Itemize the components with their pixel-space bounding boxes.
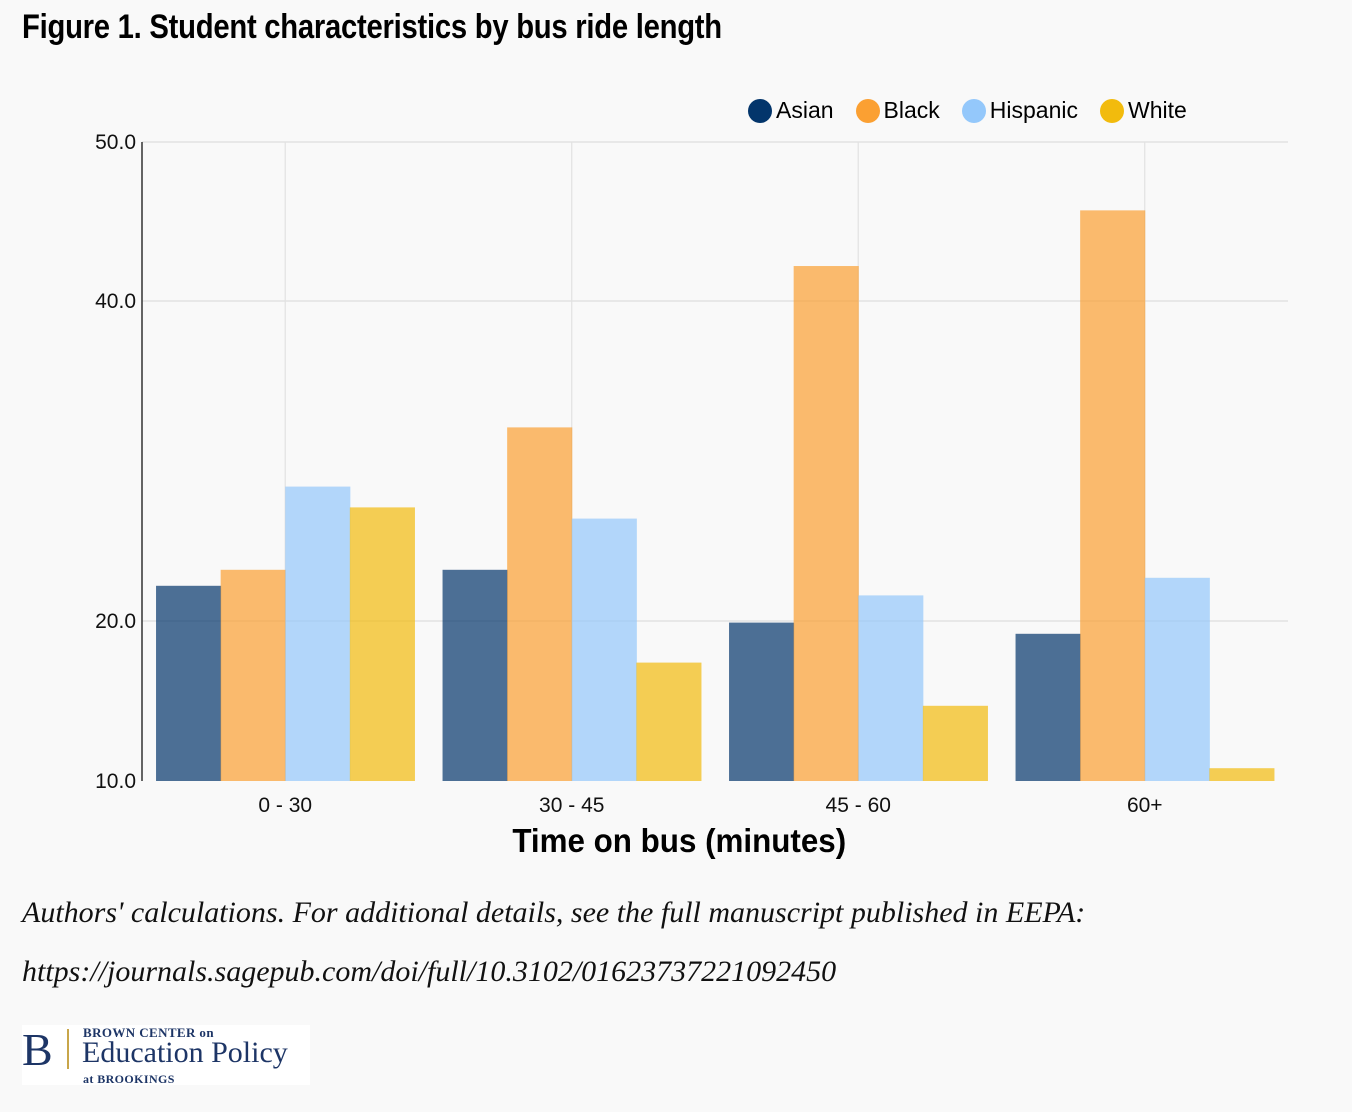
legend-label-white: White (1128, 97, 1187, 123)
legend-item-white[interactable]: White (1100, 97, 1187, 124)
bar-black-0 (220, 569, 286, 781)
bar-white-2 (922, 705, 988, 781)
bar-black-2 (793, 266, 859, 781)
y-tick-label: 40.0 (95, 290, 136, 313)
bar-asian-2 (729, 622, 795, 781)
chart-title: Figure 1. Student characteristics by bus… (22, 8, 722, 46)
bar-hispanic-3 (1144, 577, 1210, 781)
bar-hispanic-1 (571, 518, 637, 781)
bar-asian-3 (1015, 633, 1081, 781)
legend-item-black[interactable]: Black (855, 97, 940, 124)
logo-letter: B (22, 1024, 53, 1075)
brookings-logo: B BROWN CENTER on Education Policy at BR… (22, 1024, 310, 1086)
bar-hispanic-0 (285, 486, 351, 781)
legend-label-hispanic: Hispanic (989, 97, 1079, 123)
bar-white-3 (1209, 768, 1275, 781)
logo-bottom-text: at BROOKINGS (83, 1072, 175, 1086)
legend-item-hispanic[interactable]: Hispanic (961, 97, 1079, 124)
bar-white-0 (349, 507, 415, 781)
y-tick-label: 20.0 (95, 610, 136, 633)
legend-swatch-black (855, 98, 880, 123)
bar-asian-0 (156, 585, 222, 781)
bar-black-1 (507, 427, 573, 781)
logo-divider (67, 1029, 69, 1069)
logo-top-text: BROWN CENTER on (83, 1025, 214, 1040)
source-url[interactable]: https://journals.sagepub.com/doi/full/10… (22, 955, 837, 988)
x-axis-label: Time on bus (minutes) (512, 822, 847, 859)
x-tick-label: 60+ (1127, 794, 1163, 817)
bar-white-1 (636, 662, 702, 781)
legend-item-asian[interactable]: Asian (748, 97, 834, 124)
legend-swatch-hispanic (961, 98, 986, 123)
legend-label-black: Black (883, 97, 940, 123)
bar-hispanic-2 (858, 595, 924, 781)
source-note: Authors' calculations. For additional de… (22, 896, 1086, 929)
legend-label-asian: Asian (776, 97, 834, 123)
y-tick-label: 10.0 (95, 770, 136, 793)
logo-main-text: Education Policy (82, 1036, 288, 1069)
legend-swatch-asian (748, 98, 772, 123)
bar-chart: 10.0 20.0 40.0 50.0 0 - 30 30 - 45 45 - 60 60+ (95, 131, 1288, 817)
x-tick-label: 30 - 45 (539, 794, 604, 817)
bar-asian-1 (442, 569, 508, 781)
x-tick-label: 45 - 60 (826, 794, 891, 817)
x-tick-label: 0 - 30 (258, 794, 312, 817)
legend-swatch-white (1100, 98, 1125, 123)
chart-legend: Asian Black Hispanic White (748, 97, 1209, 124)
y-tick-label: 50.0 (95, 131, 136, 154)
bar-black-3 (1080, 210, 1146, 781)
